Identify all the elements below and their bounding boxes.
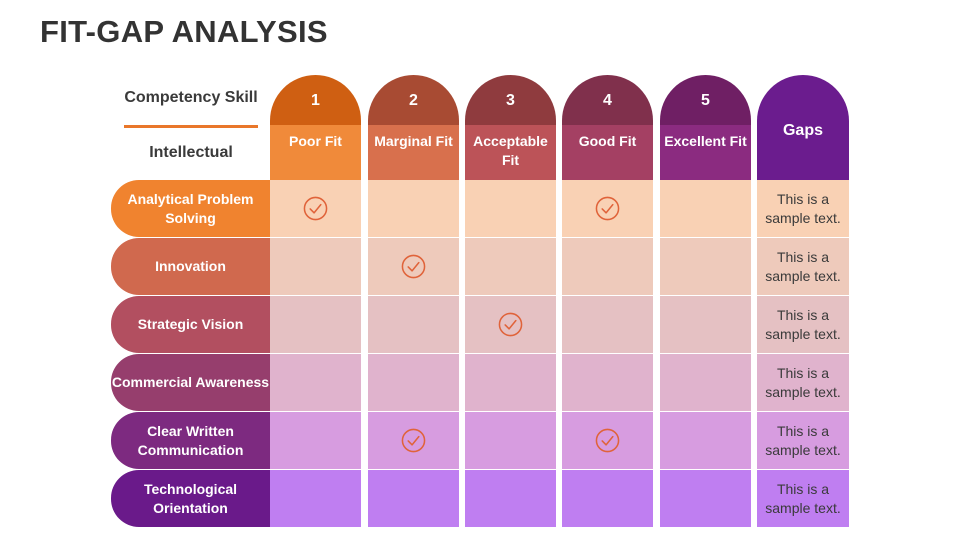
column-number: 4 [562,75,653,125]
fit-cell [270,412,361,469]
row-label: Analytical Problem Solving [111,180,270,237]
column-header: 1 Poor Fit [270,75,361,180]
row-label: Strategic Vision [111,296,270,353]
row-label: Clear Written Communication [111,412,270,469]
gap-text: This is a sample text. [757,238,849,295]
gap-text: This is a sample text. [757,180,849,237]
category-label: Intellectual [149,144,233,161]
column-label: Good Fit [562,125,653,180]
column-label: Poor Fit [270,125,361,180]
gap-text: This is a sample text. [757,470,849,527]
column-header: 3 Acceptable Fit [465,75,556,180]
circle-check-icon [303,196,328,221]
column-header: 4 Good Fit [562,75,653,180]
gap-text: This is a sample text. [757,354,849,411]
column-number: 1 [270,75,361,125]
gap-text: This is a sample text. [757,296,849,353]
row-label: Commercial Awareness [111,354,270,411]
column-label: Acceptable Fit [465,125,556,180]
fit-cell [465,296,556,353]
fit-cell [465,180,556,237]
competency-skill-label: Competency Skill [124,89,258,106]
gap-text: This is a sample text. [757,412,849,469]
fit-cell [660,238,751,295]
fit-cell [270,470,361,527]
circle-check-icon [498,312,523,337]
fit-cell [368,470,459,527]
column-header: 5 Excellent Fit [660,75,751,180]
fit-cell [562,354,653,411]
fit-cell [465,238,556,295]
column-header: 2 Marginal Fit [368,75,459,180]
circle-check-icon [595,428,620,453]
fit-cell [368,180,459,237]
row-label: Technological Orientation [111,470,270,527]
fit-cell [368,296,459,353]
fit-cell [368,412,459,469]
fit-cell [562,180,653,237]
fit-cell [562,238,653,295]
fit-cell [660,180,751,237]
fit-cell [270,180,361,237]
fit-cell [562,470,653,527]
fit-cell [465,354,556,411]
fit-cell [270,238,361,295]
fit-cell [562,412,653,469]
fit-cell [660,296,751,353]
fit-cell [660,354,751,411]
header-divider [124,125,258,128]
fit-cell [465,412,556,469]
page-title: FIT-GAP ANALYSIS [40,14,328,49]
circle-check-icon [595,196,620,221]
column-label: Marginal Fit [368,125,459,180]
fit-cell [270,296,361,353]
fit-cell [660,412,751,469]
fit-cell [660,470,751,527]
fit-cell [368,238,459,295]
column-number: 5 [660,75,751,125]
circle-check-icon [401,254,426,279]
gaps-header: Gaps [757,75,849,180]
column-label: Excellent Fit [660,125,751,180]
fit-cell [270,354,361,411]
fit-cell [368,354,459,411]
row-label: Innovation [111,238,270,295]
column-number: 2 [368,75,459,125]
circle-check-icon [401,428,426,453]
fit-cell [465,470,556,527]
fit-cell [562,296,653,353]
column-number: 3 [465,75,556,125]
